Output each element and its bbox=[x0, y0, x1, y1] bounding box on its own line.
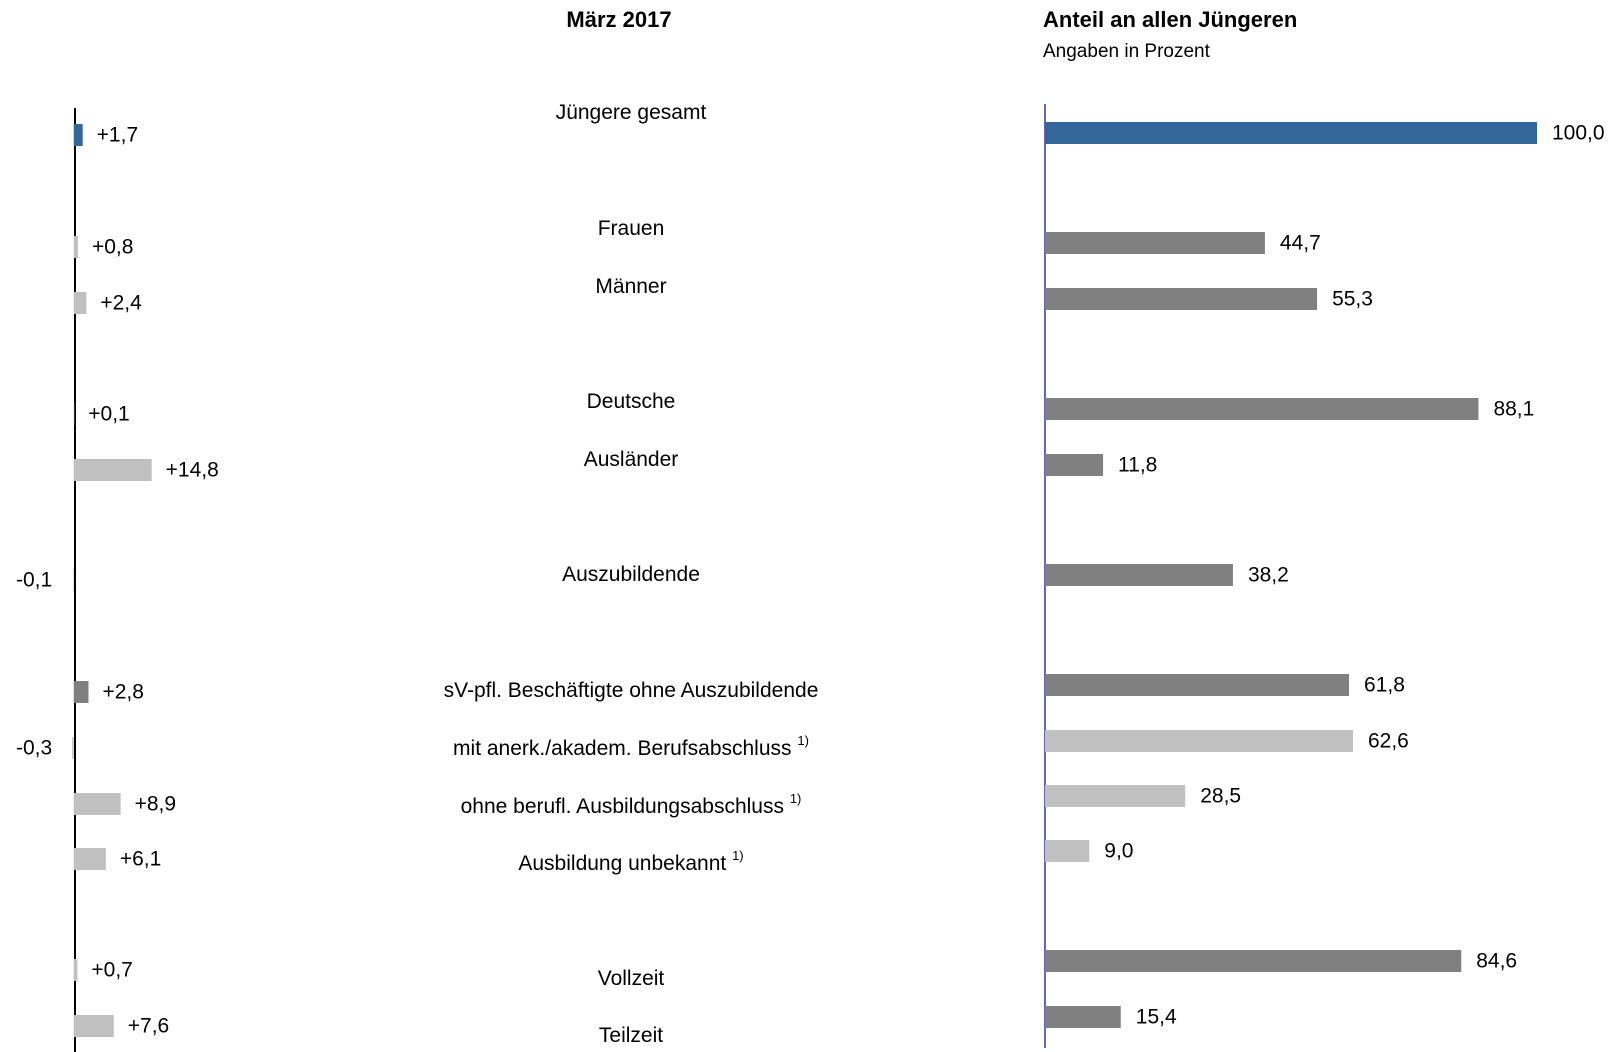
category-label: Ausbildung unbekannt 1) bbox=[518, 848, 743, 874]
value-label: +8,9 bbox=[135, 793, 176, 816]
value-label: -0,1 bbox=[16, 569, 52, 592]
bar bbox=[73, 124, 83, 146]
category-text: Deutsche bbox=[587, 390, 676, 413]
value-label: 100,0 bbox=[1552, 122, 1605, 145]
bar bbox=[1045, 564, 1233, 586]
bar bbox=[73, 848, 106, 870]
bar bbox=[1045, 730, 1353, 752]
bar bbox=[72, 737, 74, 759]
category-note: 1) bbox=[797, 733, 809, 748]
category-label: Vollzeit bbox=[598, 967, 665, 990]
bar bbox=[73, 681, 89, 703]
bar bbox=[1045, 122, 1537, 144]
bar bbox=[73, 403, 75, 425]
value-label: +0,7 bbox=[91, 959, 132, 982]
value-label: 9,0 bbox=[1104, 840, 1133, 863]
category-text: Ausländer bbox=[584, 448, 679, 471]
value-label: 55,3 bbox=[1332, 288, 1373, 311]
value-label: 88,1 bbox=[1493, 398, 1534, 421]
bar bbox=[73, 1015, 114, 1037]
bar bbox=[1045, 674, 1350, 696]
value-label: +2,4 bbox=[100, 292, 142, 315]
value-label: +1,7 bbox=[97, 124, 138, 147]
value-label: -0,3 bbox=[16, 737, 52, 760]
category-text: Jüngere gesamt bbox=[556, 101, 707, 124]
category-text: Ausbildung unbekannt bbox=[518, 852, 726, 875]
bar bbox=[73, 292, 87, 314]
value-label: 61,8 bbox=[1364, 674, 1405, 697]
bar bbox=[73, 959, 78, 981]
category-text: Vollzeit bbox=[598, 967, 665, 990]
bar bbox=[1045, 1006, 1121, 1028]
right-subtitle: Angaben in Prozent bbox=[1043, 41, 1211, 62]
bar bbox=[73, 793, 121, 815]
bar bbox=[73, 236, 78, 258]
value-label: +0,1 bbox=[88, 403, 129, 426]
category-text: ohne berufl. Ausbildungsabschluss bbox=[461, 795, 784, 818]
bar bbox=[1045, 232, 1265, 254]
category-label: mit anerk./akadem. Berufsabschluss 1) bbox=[453, 733, 809, 759]
category-label: ohne berufl. Ausbildungsabschluss 1) bbox=[461, 791, 802, 817]
category-label: Männer bbox=[595, 275, 666, 298]
value-label: 15,4 bbox=[1136, 1006, 1177, 1029]
category-label: Frauen bbox=[598, 217, 665, 240]
value-label: +6,1 bbox=[120, 848, 161, 871]
bar bbox=[1045, 454, 1104, 476]
bar bbox=[1045, 950, 1462, 972]
value-label: +0,8 bbox=[92, 236, 133, 259]
category-text: sV-pfl. Beschäftigte ohne Auszubildende bbox=[444, 679, 819, 702]
value-label: 38,2 bbox=[1248, 564, 1289, 587]
bar bbox=[1045, 398, 1479, 420]
category-text: mit anerk./akadem. Berufsabschluss bbox=[453, 737, 791, 760]
category-note: 1) bbox=[790, 791, 802, 806]
value-label: +14,8 bbox=[166, 459, 219, 482]
value-label: 84,6 bbox=[1476, 950, 1517, 973]
value-label: 28,5 bbox=[1200, 785, 1241, 808]
value-label: 62,6 bbox=[1368, 730, 1409, 753]
category-label: Ausländer bbox=[584, 448, 679, 471]
category-text: Männer bbox=[595, 275, 666, 298]
bar bbox=[73, 569, 74, 591]
value-label: 44,7 bbox=[1280, 232, 1321, 255]
category-label: Teilzeit bbox=[599, 1024, 663, 1047]
category-text: Teilzeit bbox=[599, 1024, 663, 1047]
value-label: +7,6 bbox=[128, 1015, 169, 1038]
bar bbox=[1045, 288, 1318, 310]
category-label: Deutsche bbox=[587, 390, 676, 413]
category-text: Auszubildende bbox=[562, 563, 700, 586]
category-note: 1) bbox=[732, 848, 744, 863]
bar bbox=[1045, 785, 1186, 807]
center-title: März 2017 bbox=[566, 7, 671, 32]
category-label: Jüngere gesamt bbox=[556, 101, 707, 124]
category-text: Frauen bbox=[598, 217, 665, 240]
bar bbox=[1045, 840, 1090, 862]
value-label: 11,8 bbox=[1118, 454, 1157, 477]
right-title: Anteil an allen Jüngeren bbox=[1043, 7, 1297, 32]
category-label: sV-pfl. Beschäftigte ohne Auszubildende bbox=[444, 679, 819, 702]
value-label: +2,8 bbox=[102, 681, 143, 704]
bar bbox=[73, 459, 152, 481]
category-label: Auszubildende bbox=[562, 563, 700, 586]
